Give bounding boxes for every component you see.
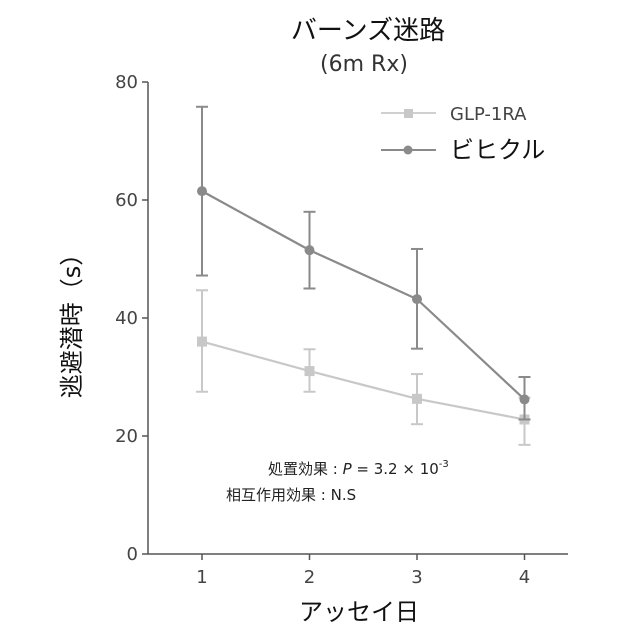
annotation-treatment-exponent: -3 (439, 459, 449, 470)
annotation-treatment-prefix: 処置効果 : (268, 460, 343, 478)
annotation-interaction-value: N.S (331, 486, 357, 504)
legend-label-glp1ra: GLP-1RA (450, 104, 527, 125)
y-tick-label: 0 (127, 544, 138, 565)
y-tick-label: 80 (115, 72, 138, 93)
legend-entry-glp1ra: GLP-1RA (381, 104, 527, 125)
y-axis-title: 逃避潜時（s） (58, 242, 86, 399)
x-tick-label: 2 (304, 567, 315, 588)
annotation-treatment-effect: 処置効果 : P = 3.2 × 10-3 (268, 459, 449, 478)
data-point-vehicle (305, 245, 315, 255)
data-point-vehicle (520, 394, 530, 404)
legend-label-vehicle: ビヒクル (450, 136, 545, 164)
chart-subtitle: (6m Rx) (320, 52, 408, 77)
y-tick-label: 20 (115, 426, 138, 447)
annotation-interaction-effect: 相互作用効果 : N.S (226, 486, 356, 504)
legend: GLP-1RA ビヒクル (381, 104, 545, 164)
legend-swatch-marker-glp1ra (404, 109, 413, 118)
annotation-treatment-value: = 3.2 × 10 (352, 460, 439, 478)
y-ticks: 0 20 40 60 80 (115, 72, 148, 565)
legend-swatch-marker-vehicle (404, 146, 413, 155)
data-point-glp1ra (305, 366, 315, 376)
series-line-vehicle (202, 191, 525, 399)
data-point-glp1ra (197, 337, 207, 347)
legend-entry-vehicle: ビヒクル (381, 136, 545, 164)
x-axis-title: アッセイ日 (299, 598, 419, 626)
x-tick-label: 4 (519, 567, 530, 588)
data-point-vehicle (412, 294, 422, 304)
series-glp1ra (196, 290, 531, 445)
x-tick-label: 3 (411, 567, 422, 588)
x-ticks: 1 2 3 4 (196, 554, 530, 588)
y-tick-label: 60 (115, 190, 138, 211)
data-point-glp1ra (412, 394, 422, 404)
chart-title: バーンズ迷路 (291, 16, 445, 46)
data-point-vehicle (197, 186, 207, 196)
y-tick-label: 40 (115, 308, 138, 329)
annotation-interaction-prefix: 相互作用効果 : (226, 486, 331, 504)
x-tick-label: 1 (196, 567, 207, 588)
